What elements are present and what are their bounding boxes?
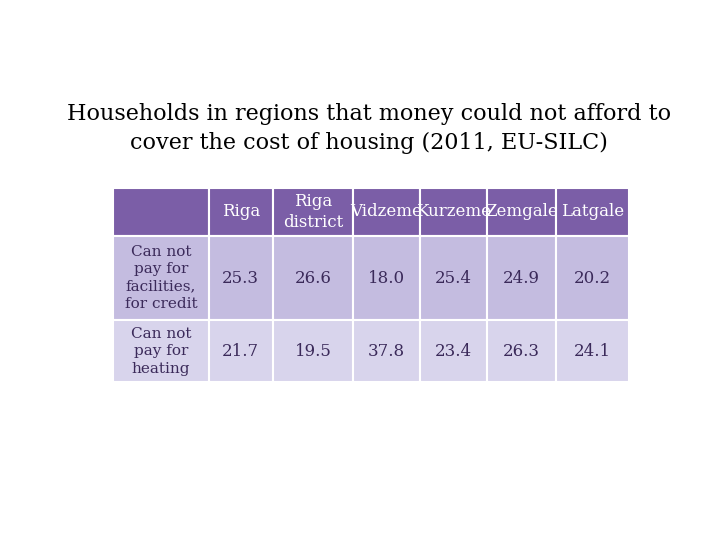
Text: 26.3: 26.3 [503, 343, 540, 360]
Text: 24.1: 24.1 [574, 343, 611, 360]
Bar [273, 320, 353, 382]
Text: 37.8: 37.8 [368, 343, 405, 360]
Bar [273, 188, 353, 236]
Text: 25.4: 25.4 [435, 269, 472, 287]
Bar [273, 236, 353, 320]
Bar [557, 236, 629, 320]
Text: 24.9: 24.9 [503, 269, 540, 287]
Text: 21.7: 21.7 [222, 343, 259, 360]
Text: 19.5: 19.5 [294, 343, 331, 360]
Text: Zemgale: Zemgale [485, 204, 558, 220]
Bar [353, 320, 420, 382]
Bar [209, 236, 273, 320]
Text: Latgale: Latgale [561, 204, 624, 220]
Text: Riga: Riga [222, 204, 260, 220]
Bar [209, 188, 273, 236]
Bar [557, 188, 629, 236]
Bar [113, 236, 209, 320]
Bar [353, 236, 420, 320]
Text: 23.4: 23.4 [435, 343, 472, 360]
Bar [113, 188, 209, 236]
Bar [420, 236, 487, 320]
Bar [487, 236, 557, 320]
Text: 20.2: 20.2 [574, 269, 611, 287]
Text: Can not
pay for
facilities,
for credit: Can not pay for facilities, for credit [125, 245, 197, 311]
Text: 25.3: 25.3 [222, 269, 259, 287]
Text: Can not
pay for
heating: Can not pay for heating [130, 327, 192, 375]
Bar [113, 320, 209, 382]
Text: Riga
district: Riga district [283, 193, 343, 231]
Bar [420, 320, 487, 382]
Bar [209, 320, 273, 382]
Text: 18.0: 18.0 [368, 269, 405, 287]
Bar [353, 188, 420, 236]
Text: 26.6: 26.6 [294, 269, 331, 287]
Bar [487, 188, 557, 236]
Text: Vidzeme: Vidzeme [351, 204, 423, 220]
Bar [557, 320, 629, 382]
Text: Households in regions that money could not afford to
cover the cost of housing (: Households in regions that money could n… [67, 103, 671, 154]
Text: Kurzeme: Kurzeme [416, 204, 491, 220]
Bar [487, 320, 557, 382]
Bar [420, 188, 487, 236]
